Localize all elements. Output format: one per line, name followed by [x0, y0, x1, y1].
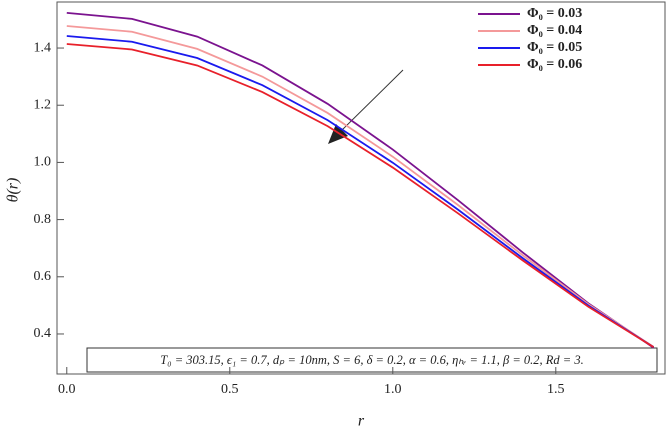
x-tick-label: 0.5: [221, 382, 239, 397]
y-tick-label: 1.4: [34, 40, 52, 55]
trend-arrow: [339, 69, 404, 133]
y-tick-label: 1.2: [34, 97, 52, 112]
series-line: [66, 11, 655, 349]
y-tick-label: 0.6: [34, 269, 52, 284]
y-tick-label: 1.0: [34, 155, 52, 170]
series-line: [66, 25, 655, 348]
legend-label: Φ₀ = 0.03: [527, 6, 582, 21]
trend-arrowhead: [328, 124, 348, 144]
x-tick-label: 1.5: [547, 382, 565, 397]
x-axis-label: r: [358, 413, 365, 430]
x-tick-label: 1.0: [384, 382, 402, 397]
y-tick-label: 0.8: [34, 212, 52, 227]
series-line: [66, 35, 655, 348]
y-tick-label: 0.4: [34, 326, 52, 341]
legend-label: Φ₀ = 0.04: [527, 23, 582, 38]
annotation-box: [86, 347, 658, 373]
legend-label: Φ₀ = 0.06: [527, 57, 582, 72]
plot-frame: [56, 1, 666, 375]
x-tick-label: 0.0: [58, 382, 76, 397]
annotation: T₀ = 303.15, ϵ₁ = 0.7, dₚ = 10nm, S = 6,…: [160, 353, 583, 367]
y-axis-label: θ(r): [5, 178, 22, 203]
series-line: [66, 43, 655, 348]
legend-label: Φ₀ = 0.05: [527, 40, 582, 55]
